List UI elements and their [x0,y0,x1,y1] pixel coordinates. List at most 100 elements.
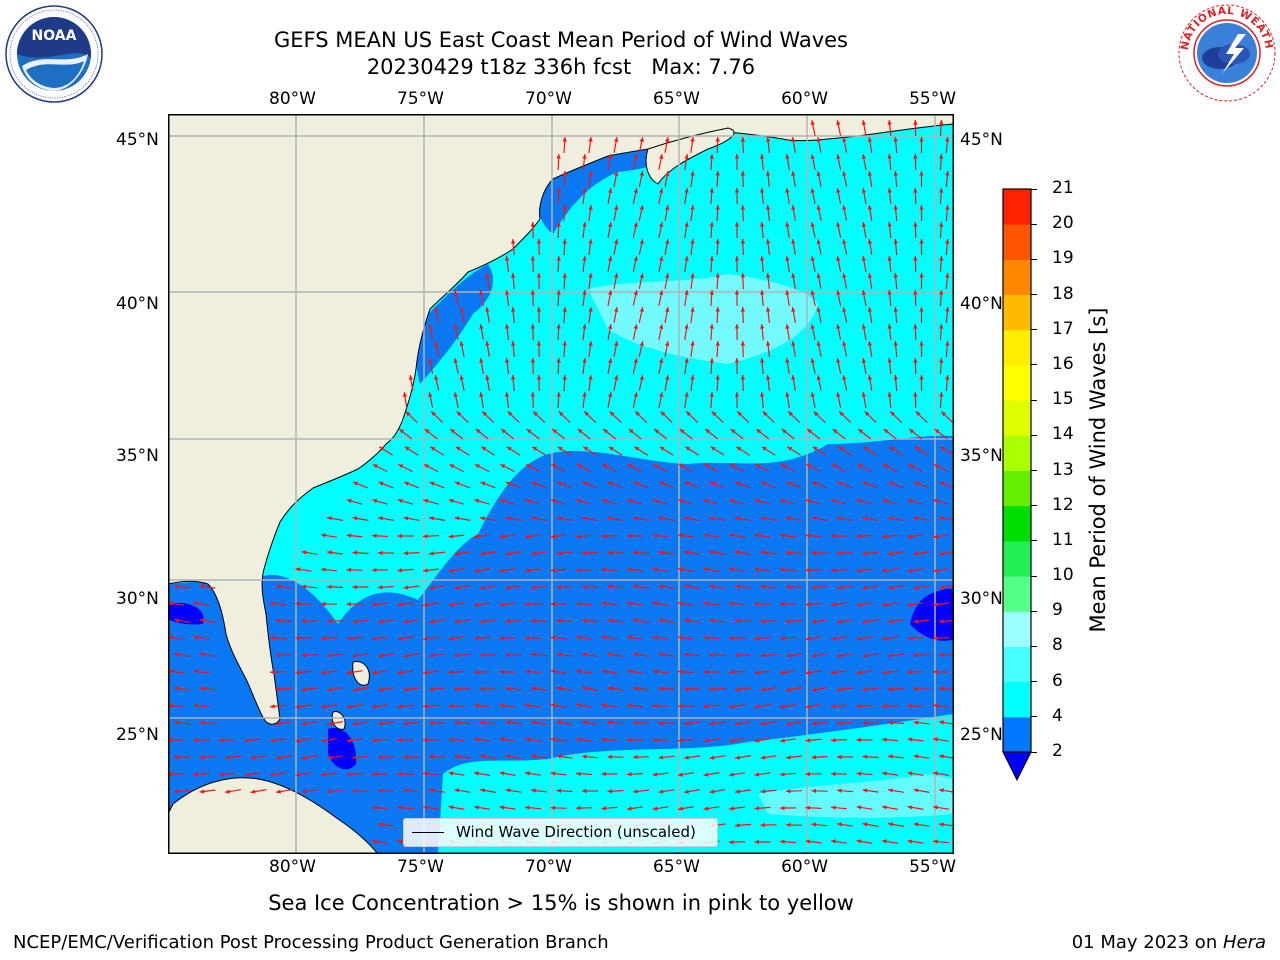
wave-arrow-head-130 [734,256,740,261]
colorbar-cell-2 [1003,646,1031,683]
wave-arrow-head-197 [919,307,924,312]
wave-arrow-head-292 [608,392,613,397]
wave-arrow-head-93 [709,222,714,227]
wave-arrow-head-660 [907,636,913,641]
wave-arrow-head-849 [454,754,460,759]
wave-arrow-head-429 [576,499,582,504]
wave-arrow-head-251 [684,358,689,363]
wave-arrow-head-145 [639,273,644,278]
colorbar-tick-mark-6 [1031,540,1037,542]
wave-arrow-head-532 [601,567,607,572]
wave-arrow-head-741 [760,687,766,692]
wave-arrow-head-812 [295,738,301,743]
wave-arrow-head-46 [765,171,771,176]
colorbar-tick-label-7: 12 [1052,494,1074,515]
wave-arrow-head-701 [474,669,479,675]
wave-arrow-head-950 [856,805,862,810]
wave-arrow-head-801 [811,721,817,726]
wave-arrow-head-836 [907,737,913,742]
wave-arrow-head-81 [842,205,847,210]
wave-arrow-head-526 [448,568,454,573]
wave-arrow-head-740 [735,687,740,692]
wave-arrow-head-903 [250,789,256,794]
wave-arrow-head-761 [525,703,530,708]
wave-arrow-head-659 [882,636,887,641]
wave-arrow-head-601 [882,602,887,607]
colorbar-tick-mark-15 [1031,223,1037,225]
wave-arrow-head-791 [556,720,562,725]
wave-arrow-head-472 [397,533,402,539]
wave-arrow-head-782 [327,721,332,726]
wave-arrow-head-754 [346,704,352,709]
wave-arrow-head-628 [837,619,842,624]
wave-arrow-head-667 [352,653,358,658]
wave-period-map [168,114,954,854]
wave-arrow-head-907 [352,788,358,794]
wave-arrow-head-193 [816,307,821,312]
wave-arrow-head-498 [403,551,409,556]
wave-arrow-head-452 [531,516,536,521]
wave-arrow-head-117 [867,239,873,244]
wave-arrow-head-15 [791,137,796,142]
wave-arrow-head-800 [786,721,791,726]
wave-arrow-head-932 [397,805,403,810]
wave-arrow-head-843 [301,755,307,760]
wave-arrow-head-690 [939,652,944,658]
colorbar-tick-mark-0 [1031,751,1037,753]
wave-arrow-head-67 [887,188,892,193]
colorbar-cell-13 [1003,259,1031,296]
wave-arrow-head-686 [837,653,842,658]
wave-arrow-head-30 [760,154,765,159]
wave-arrow-head-591 [627,601,632,606]
wave-arrow-head-345 [832,429,838,434]
colorbar-tick-label-0: 2 [1052,741,1063,761]
wave-arrow-head-550 [327,584,332,589]
wave-arrow-head-475 [474,534,479,539]
wave-arrow-head-10 [665,137,670,142]
colorbar-cell-12 [1003,294,1031,331]
wave-arrow-head-688 [888,653,893,658]
wave-arrow-head-189 [715,307,720,312]
wave-arrow-head-651 [678,635,683,640]
wave-arrow-head-476 [499,534,505,539]
wave-arrow-head-310 [507,411,513,417]
colorbar-tick-mark-7 [1031,505,1037,507]
wave-arrow-head-551 [352,584,357,590]
wave-arrow-head-148 [715,273,720,278]
wave-arrow-head-845 [352,755,358,760]
wave-arrow-head-170 [760,290,765,295]
wave-arrow-head-192 [791,307,796,312]
wave-arrow-head-31 [785,154,790,159]
wave-arrow-head-349 [934,429,940,434]
wave-arrow-head-649 [627,635,632,640]
wave-arrow-head-27 [684,154,689,159]
wave-arrow-head-619 [607,618,613,623]
lat-right-0: 45°N [960,130,1003,151]
wave-arrow-head-18 [867,137,873,142]
wave-arrow-head-684 [786,653,791,658]
wave-arrow-head-535 [678,567,683,572]
wave-arrow-head-200 [453,324,458,329]
wave-arrow-head-940 [601,806,607,811]
wave-arrow-head-491 [882,534,887,539]
wave-arrow-head-587 [525,602,530,607]
wave-arrow-head-242 [453,358,458,363]
wave-arrow-head-905 [301,789,307,794]
wave-arrow-head-196 [893,307,898,312]
wave-arrow-head-786 [429,720,434,726]
lon-top-5: 55°W [909,89,957,109]
wave-arrow-head-707 [627,669,632,674]
wave-arrow-head-231 [715,341,720,346]
wave-arrow-head-341 [730,429,736,434]
wave-arrow-head-850 [480,754,485,759]
wave-arrow-head-336 [603,429,609,434]
wave-arrow-head-578 [295,601,301,606]
wave-arrow-head-82 [867,205,873,210]
wave-arrow-head-666 [327,653,332,658]
wave-arrow-head-338 [654,429,660,434]
wave-arrow-head-683 [760,653,766,658]
wave-arrow-head-625 [760,618,765,624]
colorbar-tick-label-3: 8 [1052,635,1063,656]
wave-arrow-head-884 [550,771,556,776]
lat-right-4: 25°N [960,725,1003,746]
